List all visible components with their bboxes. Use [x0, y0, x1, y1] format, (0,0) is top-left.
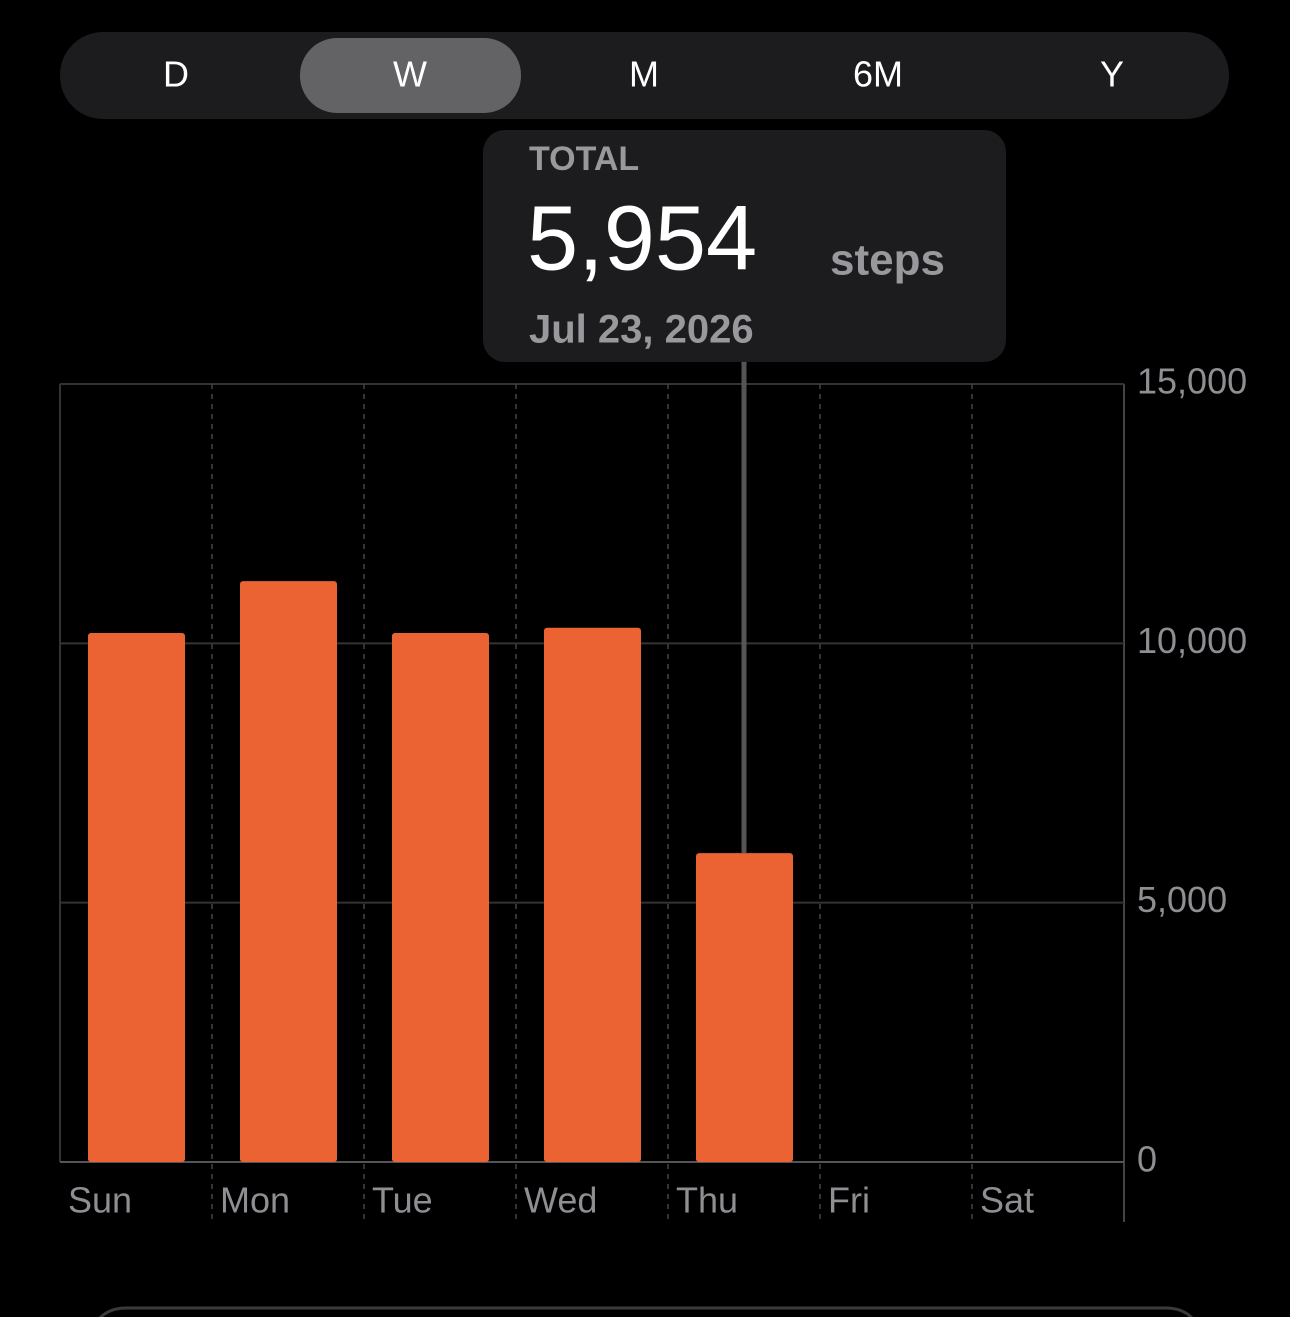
x-tick-label: Tue [372, 1180, 433, 1221]
tab-label[interactable]: M [629, 54, 659, 95]
tooltip-date: Jul 23, 2026 [529, 308, 754, 352]
tooltip-value: 5,954 [527, 187, 757, 289]
y-tick-label: 15,000 [1137, 361, 1247, 402]
selected-tab[interactable] [300, 38, 521, 113]
tooltip [483, 130, 1006, 362]
bar [544, 627, 641, 1162]
next-card [98, 1306, 1194, 1317]
bar [696, 853, 793, 1162]
x-tick-label: Thu [676, 1180, 738, 1221]
tab-label[interactable]: 6M [853, 54, 903, 95]
x-tick-label: Sat [980, 1180, 1034, 1221]
tooltip-unit: steps [830, 236, 945, 285]
y-tick-label: 0 [1137, 1139, 1157, 1180]
bar [392, 632, 489, 1162]
tab-label[interactable]: Y [1100, 54, 1124, 95]
tab-label[interactable]: D [163, 54, 189, 95]
y-tick-label: 5,000 [1137, 879, 1227, 920]
y-tick-label: 10,000 [1137, 620, 1247, 661]
tab-label[interactable]: W [393, 54, 427, 95]
x-tick-label: Fri [828, 1180, 870, 1221]
bar [240, 581, 337, 1162]
x-tick-label: Sun [68, 1180, 132, 1221]
x-tick-label: Mon [220, 1180, 290, 1221]
tooltip-label: TOTAL [529, 140, 639, 178]
bar [88, 632, 185, 1162]
x-tick-label: Wed [524, 1180, 597, 1221]
